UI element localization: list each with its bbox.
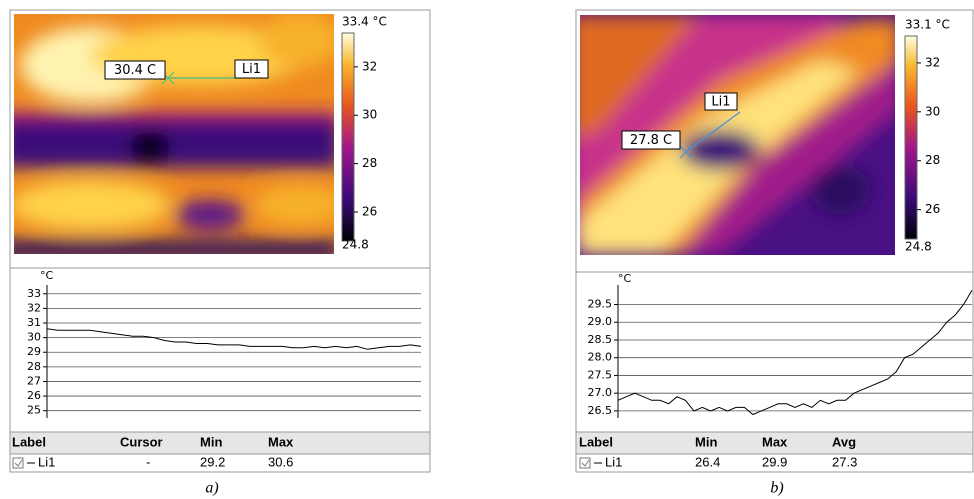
profile-line — [685, 111, 741, 153]
table-header-cell: Min — [200, 434, 222, 449]
table-row — [9, 453, 431, 473]
colorbar-max: 33.4 °C — [342, 15, 387, 29]
table-cell: 30.6 — [268, 454, 293, 469]
annotation-box — [621, 130, 681, 150]
table-header-cell: Max — [268, 434, 294, 449]
y-tick-label: 26.5 — [588, 404, 613, 417]
table-row — [575, 453, 974, 473]
colorbar-tick-label: 30 — [362, 108, 377, 122]
y-tick-label: 29.0 — [588, 315, 613, 328]
y-tick-label: 31 — [27, 316, 41, 329]
chart-frame — [575, 271, 974, 433]
annotation: Li1 — [711, 95, 730, 110]
y-tick-label: 30 — [27, 331, 41, 344]
table-cell: - — [146, 454, 150, 469]
annotation-box — [704, 92, 738, 111]
colorbar-tick-label: 26 — [362, 204, 377, 218]
colorbar-tick-label: 30 — [925, 104, 940, 118]
y-axis-label: °C — [40, 269, 54, 282]
colorbar — [904, 35, 918, 240]
y-tick-label: 28.0 — [588, 351, 613, 364]
thermal-image — [14, 14, 334, 254]
annotation: 27.8 C — [630, 133, 672, 148]
y-tick-label: 27.5 — [588, 368, 613, 381]
table-header-cell: Label — [579, 434, 613, 449]
annotation: 30.4 C — [114, 63, 156, 78]
y-tick-label: 27 — [27, 374, 41, 387]
annotation-box — [234, 59, 269, 79]
cursor — [679, 145, 693, 159]
table-cell: Li1 — [38, 454, 55, 469]
colorbar-max: 33.1 °C — [905, 18, 950, 32]
y-axis-label: °C — [618, 272, 632, 285]
colorbar-tick-label: 32 — [925, 55, 940, 69]
y-tick-label: 27.0 — [588, 386, 613, 399]
y-tick-label: 28.5 — [588, 333, 613, 346]
colorbar-tick-label: 32 — [362, 59, 377, 73]
table-header-cell: Avg — [832, 434, 856, 449]
table-header-cell: Cursor — [120, 434, 163, 449]
colorbar-tick-label: 28 — [925, 153, 940, 167]
table-cell: 29.2 — [200, 454, 225, 469]
chart-frame — [9, 267, 431, 433]
annotation: Li1 — [242, 62, 261, 77]
table-header-cell: Max — [762, 434, 788, 449]
colorbar-min: 24.8 — [342, 238, 369, 252]
checkbox[interactable] — [12, 457, 24, 469]
y-tick-label: 32 — [27, 301, 41, 314]
colorbar — [341, 32, 355, 242]
colorbar-tick-label: 26 — [925, 202, 940, 216]
table-header-cell: Label — [12, 434, 46, 449]
annotation-box — [104, 60, 166, 80]
table-cell: 26.4 — [695, 454, 720, 469]
table-cell: Li1 — [605, 454, 622, 469]
thermal-image — [580, 15, 895, 255]
y-tick-label: 29.5 — [588, 298, 613, 311]
table-cell: 27.3 — [832, 454, 857, 469]
y-tick-label: 25 — [27, 404, 41, 417]
caption: a) — [205, 480, 218, 497]
table-header-cell: Min — [695, 434, 717, 449]
y-tick-label: 26 — [27, 389, 41, 402]
profile-line — [46, 328, 422, 350]
caption: b) — [770, 480, 783, 497]
y-tick-label: 28 — [27, 360, 41, 373]
colorbar-min: 24.8 — [905, 240, 932, 254]
table-cell: 29.9 — [762, 454, 787, 469]
profile-line — [617, 290, 973, 416]
y-tick-label: 33 — [27, 287, 41, 300]
y-tick-label: 29 — [27, 345, 41, 358]
colorbar-tick-label: 28 — [362, 156, 377, 170]
checkbox[interactable] — [579, 457, 591, 469]
